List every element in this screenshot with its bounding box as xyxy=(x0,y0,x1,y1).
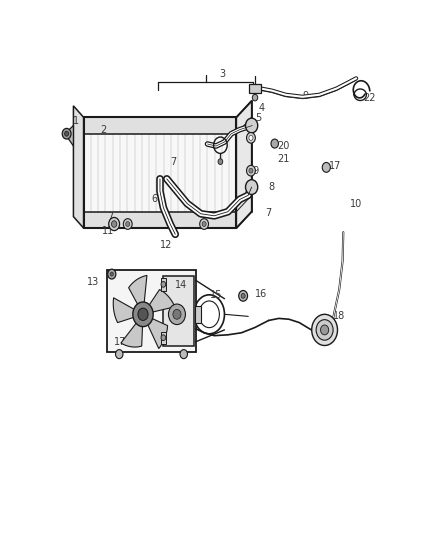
Circle shape xyxy=(108,269,116,279)
Polygon shape xyxy=(237,101,251,228)
Circle shape xyxy=(161,281,166,287)
Text: 12: 12 xyxy=(160,239,173,249)
Circle shape xyxy=(133,302,153,327)
Circle shape xyxy=(239,290,247,301)
Polygon shape xyxy=(149,289,175,312)
Text: 22: 22 xyxy=(363,93,375,103)
Text: 1: 1 xyxy=(74,116,80,126)
Text: 9: 9 xyxy=(303,91,309,101)
Circle shape xyxy=(124,219,132,229)
Circle shape xyxy=(271,139,279,148)
Text: 2: 2 xyxy=(101,125,107,135)
Text: 4: 4 xyxy=(258,103,265,114)
Circle shape xyxy=(247,165,255,176)
Text: 19: 19 xyxy=(248,166,261,176)
Text: 18: 18 xyxy=(333,311,345,321)
Text: 7: 7 xyxy=(107,212,113,222)
Circle shape xyxy=(218,159,223,165)
Text: 14: 14 xyxy=(175,280,187,290)
Circle shape xyxy=(312,314,338,345)
Circle shape xyxy=(202,222,206,227)
Text: 15: 15 xyxy=(210,289,223,300)
Circle shape xyxy=(126,222,130,227)
Text: 7: 7 xyxy=(170,157,177,167)
Polygon shape xyxy=(195,306,201,322)
Text: 11: 11 xyxy=(102,227,114,237)
Circle shape xyxy=(246,180,258,195)
Polygon shape xyxy=(84,117,237,228)
Circle shape xyxy=(249,168,253,173)
Circle shape xyxy=(64,131,69,136)
Circle shape xyxy=(252,94,258,101)
Text: 21: 21 xyxy=(277,154,290,164)
Circle shape xyxy=(111,221,117,227)
Polygon shape xyxy=(74,106,84,228)
Circle shape xyxy=(321,325,328,335)
Circle shape xyxy=(200,219,208,229)
Circle shape xyxy=(161,335,166,341)
Polygon shape xyxy=(113,298,134,322)
Text: 17: 17 xyxy=(329,161,341,171)
Circle shape xyxy=(246,118,258,133)
Polygon shape xyxy=(129,276,147,305)
Circle shape xyxy=(241,293,245,298)
Polygon shape xyxy=(249,84,261,93)
Polygon shape xyxy=(161,332,166,344)
Circle shape xyxy=(138,308,148,320)
Polygon shape xyxy=(161,278,166,290)
Circle shape xyxy=(316,320,333,340)
Text: 20: 20 xyxy=(277,141,290,151)
Polygon shape xyxy=(84,212,237,228)
Text: 17: 17 xyxy=(114,337,127,347)
Polygon shape xyxy=(163,276,194,346)
Text: 6: 6 xyxy=(152,195,158,204)
Text: 5: 5 xyxy=(255,113,261,123)
Polygon shape xyxy=(148,318,168,349)
Circle shape xyxy=(110,272,113,276)
Text: 13: 13 xyxy=(87,277,99,287)
Polygon shape xyxy=(65,126,74,146)
Circle shape xyxy=(116,350,123,359)
Polygon shape xyxy=(121,322,142,347)
Circle shape xyxy=(62,128,71,139)
Text: 16: 16 xyxy=(255,289,267,299)
Circle shape xyxy=(109,217,120,231)
Circle shape xyxy=(169,304,185,325)
Circle shape xyxy=(180,350,187,359)
Polygon shape xyxy=(84,117,237,134)
Text: 10: 10 xyxy=(350,199,362,209)
Text: 3: 3 xyxy=(220,69,226,79)
Circle shape xyxy=(249,135,253,140)
Text: 7: 7 xyxy=(265,208,272,219)
Circle shape xyxy=(247,133,255,143)
Polygon shape xyxy=(107,270,196,352)
Circle shape xyxy=(173,309,181,319)
Text: 8: 8 xyxy=(268,182,275,192)
Circle shape xyxy=(322,163,330,172)
